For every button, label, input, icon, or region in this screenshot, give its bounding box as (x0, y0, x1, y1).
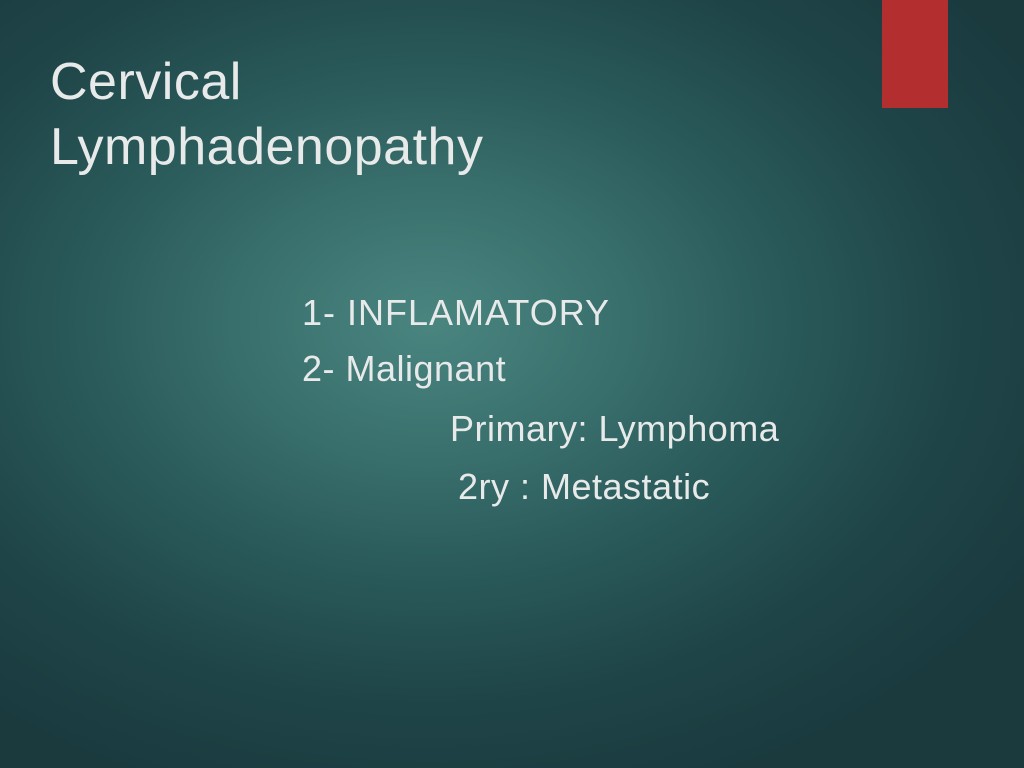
content-item-1: 1- INFLAMATORY (302, 292, 779, 334)
content-sub-2: 2ry : Metastatic (458, 466, 779, 508)
slide-content: 1- INFLAMATORY 2- Malignant Primary: Lym… (302, 292, 779, 508)
title-line-1: Cervical (50, 50, 483, 115)
title-line-2: Lymphadenopathy (50, 115, 483, 180)
content-sub-1: Primary: Lymphoma (450, 408, 779, 450)
slide-title: Cervical Lymphadenopathy (50, 50, 483, 180)
accent-bar (882, 0, 948, 108)
content-item-2: 2- Malignant (302, 348, 779, 390)
